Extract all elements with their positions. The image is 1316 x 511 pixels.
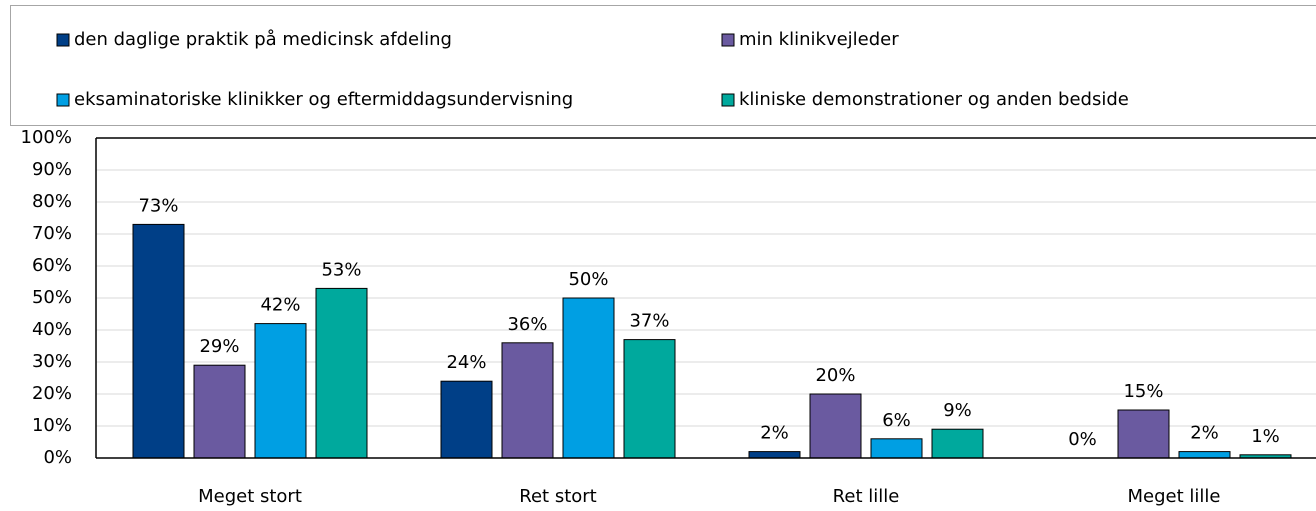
y-tick-label: 20% xyxy=(32,383,72,404)
x-tick-label: Meget stort xyxy=(198,486,302,507)
bar xyxy=(870,438,923,459)
y-tick-label: 70% xyxy=(32,223,72,244)
y-tick-label: 40% xyxy=(32,319,72,340)
data-label: 20% xyxy=(815,365,855,386)
y-tick-label: 30% xyxy=(32,351,72,372)
bar xyxy=(132,223,185,459)
data-label: 0% xyxy=(1068,429,1097,450)
data-label: 50% xyxy=(568,269,608,290)
legend-box xyxy=(10,5,1316,126)
data-label: 1% xyxy=(1251,426,1280,447)
y-tick-label: 100% xyxy=(21,127,72,148)
bar xyxy=(562,297,615,459)
bar xyxy=(254,323,307,459)
bar xyxy=(748,451,801,459)
data-label: 15% xyxy=(1123,381,1163,402)
data-label: 37% xyxy=(629,311,669,332)
data-label: 2% xyxy=(760,423,789,444)
bar xyxy=(931,428,984,459)
legend-label: kliniske demonstrationer og anden bedsid… xyxy=(739,89,1129,110)
data-label: 6% xyxy=(882,410,911,431)
data-label: 9% xyxy=(943,400,972,421)
data-label: 53% xyxy=(321,259,361,280)
y-tick-label: 60% xyxy=(32,255,72,276)
legend-swatch xyxy=(721,93,735,107)
y-tick-label: 10% xyxy=(32,415,72,436)
x-tick-label: Ret stort xyxy=(519,486,596,507)
legend-swatch xyxy=(56,33,70,47)
data-label: 29% xyxy=(199,336,239,357)
bar xyxy=(193,364,246,459)
bar xyxy=(315,287,368,459)
data-label: 36% xyxy=(507,314,547,335)
data-label: 42% xyxy=(260,295,300,316)
y-tick-label: 0% xyxy=(43,447,72,468)
data-label: 2% xyxy=(1190,423,1219,444)
data-label: 24% xyxy=(446,352,486,373)
legend-label: eksaminatoriske klinikker og eftermiddag… xyxy=(74,89,573,110)
legend-swatch xyxy=(56,93,70,107)
bar xyxy=(440,380,493,459)
bar xyxy=(1178,451,1231,459)
x-tick-label: Meget lille xyxy=(1128,486,1221,507)
data-label: 73% xyxy=(138,195,178,216)
legend-label: den daglige praktik på medicinsk afdelin… xyxy=(74,29,452,50)
bar xyxy=(501,342,554,459)
bar xyxy=(809,393,862,459)
bar xyxy=(623,339,676,459)
legend-swatch xyxy=(721,33,735,47)
legend-label: min klinikvejleder xyxy=(739,29,899,50)
y-tick-label: 50% xyxy=(32,287,72,308)
bar xyxy=(1117,409,1170,459)
y-tick-label: 90% xyxy=(32,159,72,180)
x-tick-label: Ret lille xyxy=(833,486,900,507)
y-tick-label: 80% xyxy=(32,191,72,212)
